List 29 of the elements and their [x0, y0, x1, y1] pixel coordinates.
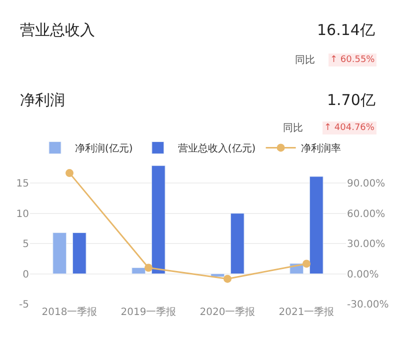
x-tick-label: 2019一季报: [120, 306, 176, 318]
text: 16.14亿: [317, 21, 375, 39]
y2-tick-label: 30.00%: [347, 239, 386, 250]
y2-tick-label: -30.00%: [347, 300, 389, 310]
legend-label: 营业总收入(亿元): [178, 142, 256, 155]
y-tick-label: 10: [16, 208, 29, 220]
point: [224, 274, 232, 283]
text: 营业总收入: [20, 21, 95, 39]
y-tick-label: -5: [19, 300, 29, 310]
point: [302, 260, 310, 268]
y2-tick-label: 60.00%: [347, 208, 386, 220]
y-tick-label: 5: [22, 239, 29, 250]
legend-label: 净利润率: [300, 142, 341, 155]
y2-tick-label: 90.00%: [347, 178, 386, 190]
point: [66, 169, 74, 178]
text: 1.70亿: [327, 91, 376, 109]
x-tick-label: 2021一季报: [278, 306, 334, 318]
x-tick-label: 2020一季报: [200, 306, 256, 318]
legend-label: 净利润(亿元): [75, 142, 133, 155]
y-tick-label: 0: [22, 269, 29, 280]
y-tick-label: 15: [16, 178, 29, 190]
x-tick-label: 2018一季报: [42, 306, 98, 318]
text: ↑ 60.55%: [330, 55, 376, 65]
text: 净利润: [20, 91, 65, 109]
text: ↑ 404.76%: [324, 123, 375, 133]
y2-tick-label: 0.00%: [347, 269, 379, 280]
point: [144, 264, 152, 272]
text: 同比: [295, 54, 315, 66]
text: 同比: [283, 122, 303, 134]
